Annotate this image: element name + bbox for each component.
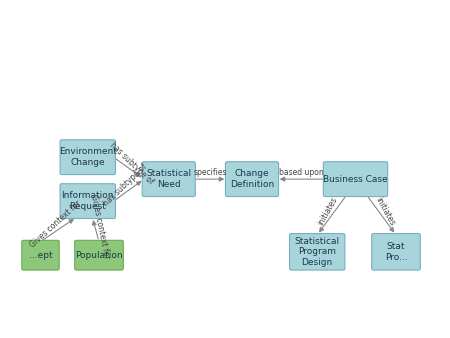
Text: has subtype of: has subtype of [108,140,155,186]
Text: Gives context for: Gives context for [89,194,111,260]
Text: Business Case: Business Case [323,175,388,184]
FancyBboxPatch shape [75,240,123,270]
Text: Statistical
Need: Statistical Need [146,169,191,189]
Text: ...ept: ...ept [29,251,52,260]
Text: based upon: based upon [279,168,323,177]
Text: Information
Request: Information Request [62,191,114,211]
Text: initiates: initiates [316,195,339,227]
Text: Change
Definition: Change Definition [230,169,274,189]
Text: Stat
Pro...: Stat Pro... [385,242,407,262]
FancyBboxPatch shape [323,162,388,197]
Text: Gives context for: Gives context for [28,199,83,250]
Text: specifies: specifies [194,168,227,177]
Text: has subtype of: has subtype of [102,162,149,208]
FancyBboxPatch shape [290,234,345,270]
FancyBboxPatch shape [60,140,115,175]
FancyBboxPatch shape [60,184,115,218]
Text: Environment
Change: Environment Change [59,147,117,167]
FancyBboxPatch shape [225,162,279,197]
Text: Statistical
Program
Design: Statistical Program Design [295,237,340,267]
Text: initiates: initiates [374,195,397,227]
Text: Population: Population [75,251,123,260]
FancyBboxPatch shape [142,162,195,197]
FancyBboxPatch shape [372,234,420,270]
FancyBboxPatch shape [22,240,59,270]
